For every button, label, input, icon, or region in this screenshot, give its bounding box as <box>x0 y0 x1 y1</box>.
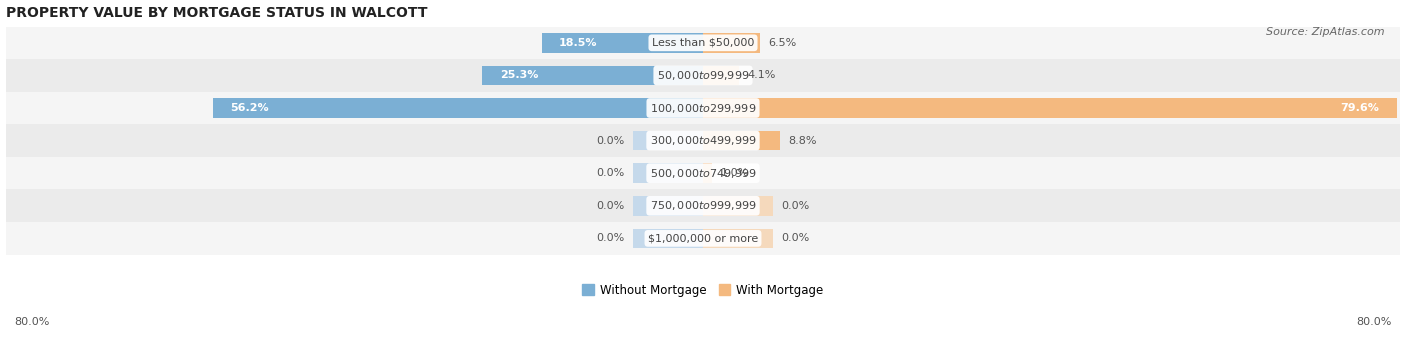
Text: 18.5%: 18.5% <box>560 38 598 48</box>
Bar <box>703 228 773 248</box>
Text: 80.0%: 80.0% <box>1357 317 1392 327</box>
Text: $50,000 to $99,999: $50,000 to $99,999 <box>657 69 749 82</box>
Bar <box>703 33 759 53</box>
Text: 0.0%: 0.0% <box>596 136 624 146</box>
Text: $300,000 to $499,999: $300,000 to $499,999 <box>650 134 756 147</box>
Bar <box>6 92 1400 124</box>
Text: $500,000 to $749,999: $500,000 to $749,999 <box>650 167 756 180</box>
Text: 0.0%: 0.0% <box>596 201 624 211</box>
Bar <box>541 33 703 53</box>
Bar <box>633 163 703 183</box>
Text: 4.1%: 4.1% <box>748 70 776 80</box>
Bar <box>633 196 703 216</box>
Text: 0.0%: 0.0% <box>782 201 810 211</box>
Bar <box>6 124 1400 157</box>
Legend: Without Mortgage, With Mortgage: Without Mortgage, With Mortgage <box>578 279 828 301</box>
Bar <box>633 228 703 248</box>
Text: 6.5%: 6.5% <box>769 38 797 48</box>
Text: 79.6%: 79.6% <box>1341 103 1379 113</box>
Bar <box>214 98 703 118</box>
Text: 0.0%: 0.0% <box>596 168 624 178</box>
Bar <box>703 196 773 216</box>
Text: 56.2%: 56.2% <box>231 103 269 113</box>
Bar <box>6 157 1400 190</box>
Bar <box>6 190 1400 222</box>
Bar <box>703 65 738 85</box>
Text: 80.0%: 80.0% <box>14 317 49 327</box>
Bar <box>703 163 711 183</box>
Text: 8.8%: 8.8% <box>789 136 817 146</box>
Text: 1.0%: 1.0% <box>720 168 748 178</box>
Text: 25.3%: 25.3% <box>501 70 538 80</box>
Bar <box>482 65 703 85</box>
Text: Source: ZipAtlas.com: Source: ZipAtlas.com <box>1267 27 1385 37</box>
Bar <box>6 59 1400 92</box>
Text: $1,000,000 or more: $1,000,000 or more <box>648 233 758 243</box>
Bar <box>6 27 1400 59</box>
Bar <box>703 131 780 150</box>
Bar <box>6 222 1400 255</box>
Text: Less than $50,000: Less than $50,000 <box>652 38 754 48</box>
Bar <box>633 131 703 150</box>
Text: $750,000 to $999,999: $750,000 to $999,999 <box>650 199 756 212</box>
Text: PROPERTY VALUE BY MORTGAGE STATUS IN WALCOTT: PROPERTY VALUE BY MORTGAGE STATUS IN WAL… <box>6 5 427 19</box>
Text: 0.0%: 0.0% <box>782 233 810 243</box>
Bar <box>703 98 1398 118</box>
Text: $100,000 to $299,999: $100,000 to $299,999 <box>650 102 756 115</box>
Text: 0.0%: 0.0% <box>596 233 624 243</box>
